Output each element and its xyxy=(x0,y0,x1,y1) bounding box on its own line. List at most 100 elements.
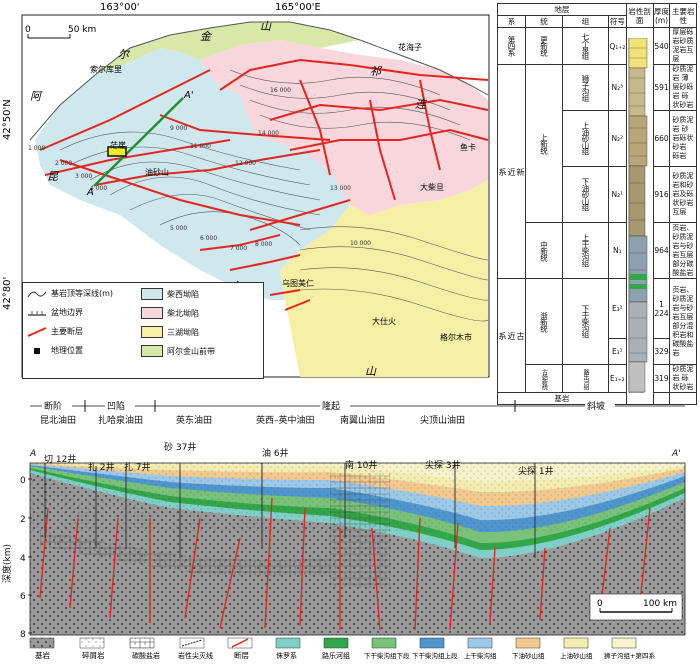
legend-jurassic: 侏罗系 xyxy=(275,637,301,660)
well-zha7: 扎 7井 xyxy=(124,461,151,473)
well-jiantan1: 尖探 1井 xyxy=(518,465,554,477)
svg-text:狮子沟组+第四系: 狮子沟组+第四系 xyxy=(604,651,655,660)
svg-text:0: 0 xyxy=(20,476,26,486)
lon-label-1: 163°00' xyxy=(100,2,140,13)
legend-szg-q: 狮子沟组+第四系 xyxy=(604,637,655,660)
legend-xgcg-lower: 下干柴沟组下段 xyxy=(364,637,410,660)
svg-text:11 000: 11 000 xyxy=(190,143,211,150)
region-altun xyxy=(95,22,360,75)
legend-section-fault: 断层 xyxy=(227,637,253,660)
field-nanyishan: 南翼山油田 xyxy=(340,414,385,426)
svg-text:路乐河组: 路乐河组 xyxy=(322,651,350,660)
legend-sanhu: 三湖坳陷 xyxy=(141,326,199,338)
map-legend: 基岩顶等深线(m) 盆地边界 主要断层 地理位置 柴西坳陷 柴北坳陷 三湖坳陷 … xyxy=(22,282,264,379)
section-end-a-prime: A' xyxy=(671,449,681,459)
legend-boundary: 盆地边界 xyxy=(27,307,83,318)
svg-text:5 000: 5 000 xyxy=(170,225,187,232)
legend-chaixi: 柴西坳陷 xyxy=(141,288,199,300)
svg-text:8 000: 8 000 xyxy=(255,241,272,248)
legend-fault: 主要断层 xyxy=(27,326,83,337)
well-sha37: 砂 37井 xyxy=(164,441,196,453)
section-scale: 100 km xyxy=(643,599,677,609)
well-nan10: 南 10井 xyxy=(345,459,377,471)
section-end-a: A xyxy=(29,449,36,459)
svg-text:断层: 断层 xyxy=(234,650,249,660)
svg-text:昆: 昆 xyxy=(47,170,59,183)
zone-longqi: 隆起 xyxy=(322,400,340,412)
svg-text:尔: 尔 xyxy=(118,48,131,61)
field-yingdong: 英东油田 xyxy=(176,414,212,426)
svg-text:2: 2 xyxy=(20,515,26,525)
svg-text:7 000: 7 000 xyxy=(230,245,247,252)
svg-text:6: 6 xyxy=(20,592,26,602)
place-dashihuo: 大仕火 xyxy=(372,316,396,326)
legend-clastic: 碎屑岩 xyxy=(79,637,105,660)
svg-text:10 000: 10 000 xyxy=(350,240,371,247)
map-scale: 50 km xyxy=(68,25,96,35)
map-end-a: A xyxy=(86,187,94,198)
well-you6: 油 6井 xyxy=(262,447,289,459)
svg-text:阿: 阿 xyxy=(30,90,43,103)
place-geermu: 格尔木市 xyxy=(440,332,472,342)
svg-text:侏罗系: 侏罗系 xyxy=(276,651,297,660)
zone-xiepo: 斜坡 xyxy=(587,400,605,412)
svg-text:0: 0 xyxy=(25,25,31,35)
field-kunbei: 昆北油田 xyxy=(40,414,76,426)
zone-duanjie: 断阶 xyxy=(44,400,62,412)
svg-text:碎屑岩: 碎屑岩 xyxy=(82,650,105,660)
place-yuka: 鱼卡 xyxy=(460,142,476,152)
legend-syss: 上油砂山组 xyxy=(560,637,593,660)
svg-text:碳酸盐岩: 碳酸盐岩 xyxy=(132,651,160,660)
svg-text:上油砂山组: 上油砂山组 xyxy=(560,651,593,660)
svg-text:金: 金 xyxy=(200,30,213,43)
svg-text:6 000: 6 000 xyxy=(200,235,217,242)
place-yousha: 油砂山 xyxy=(145,167,169,177)
cross-section: 断阶 凹陷 隆起 斜坡 昆北油田 扎哈泉油田 英东油田 英西–英中油田 南翼山油… xyxy=(0,398,700,661)
svg-text:上干柴沟组: 上干柴沟组 xyxy=(464,651,497,660)
legend-lulehe: 路乐河组 xyxy=(322,637,350,660)
svg-text:下干柴沟组上段: 下干柴沟组上段 xyxy=(412,651,458,660)
section-ylabel: 深度(km) xyxy=(1,544,13,583)
strat-table: 地层 岩性剖面 厚度(m) 主要岩性 系 统 组 符号 第四系 更新统 七个泉组… xyxy=(497,3,697,405)
svg-text:下油砂山组: 下油砂山组 xyxy=(512,651,545,660)
legend-point: 地理位置 xyxy=(27,345,83,356)
well-zha2: 扎 2井 xyxy=(88,461,115,473)
zone-aoxian: 凹陷 xyxy=(107,400,125,412)
svg-text:3 000: 3 000 xyxy=(75,173,92,180)
svg-text:下干柴沟组下段: 下干柴沟组下段 xyxy=(364,651,410,660)
svg-text:山: 山 xyxy=(260,20,272,33)
legend-altun: 阿尔金山前带 xyxy=(141,345,215,357)
lat-label-2: 42°80' xyxy=(2,277,13,310)
field-jiandingshan: 尖顶山油田 xyxy=(420,414,465,426)
svg-text:1 000: 1 000 xyxy=(28,145,45,152)
svg-text:9 000: 9 000 xyxy=(170,125,187,132)
svg-text:山: 山 xyxy=(365,365,377,378)
well-qie12: 切 12井 xyxy=(44,453,76,465)
basin-map: 163°00' 165°00'E 42°50'N 42°80' 0 50 km … xyxy=(0,0,492,395)
svg-text:16 000: 16 000 xyxy=(270,87,291,94)
field-zhahaquan: 扎哈泉油田 xyxy=(98,414,143,426)
lat-label-1: 42°50'N xyxy=(2,99,13,140)
legend-sgcg: 上干柴沟组 xyxy=(464,637,497,660)
place-dachaidan: 大柴旦 xyxy=(420,182,444,192)
place-suoerkuli: 索尔库里 xyxy=(90,64,122,74)
legend-carbonate: 碳酸盐岩 xyxy=(129,637,160,660)
svg-text:12 000: 12 000 xyxy=(235,160,256,167)
lithology-column xyxy=(628,37,647,393)
place-wutumeiren: 乌图美仁 xyxy=(282,278,314,288)
legend-basement: 基岩 xyxy=(29,637,55,660)
legend-chaibei: 柴北坳陷 xyxy=(141,307,199,319)
legend-xgcg-upper: 下干柴沟组上段 xyxy=(412,637,458,660)
svg-text:连: 连 xyxy=(415,98,428,111)
well-jiantan3: 尖探 3井 xyxy=(425,459,461,471)
field-yingxi: 英西–英中油田 xyxy=(256,414,315,426)
lon-label-2: 165°00'E xyxy=(275,2,321,13)
legend-xyss: 下油砂山组 xyxy=(512,637,545,660)
place-huahaizi: 花海子 xyxy=(398,42,422,52)
legend-contour: 基岩顶等深线(m) xyxy=(27,288,113,299)
svg-text:14 000: 14 000 xyxy=(258,130,279,137)
place-mangya: 茫崖 xyxy=(110,140,126,150)
region-sanhu xyxy=(280,180,488,377)
map-end-a-prime: A' xyxy=(183,90,194,101)
svg-text:4: 4 xyxy=(20,554,26,564)
